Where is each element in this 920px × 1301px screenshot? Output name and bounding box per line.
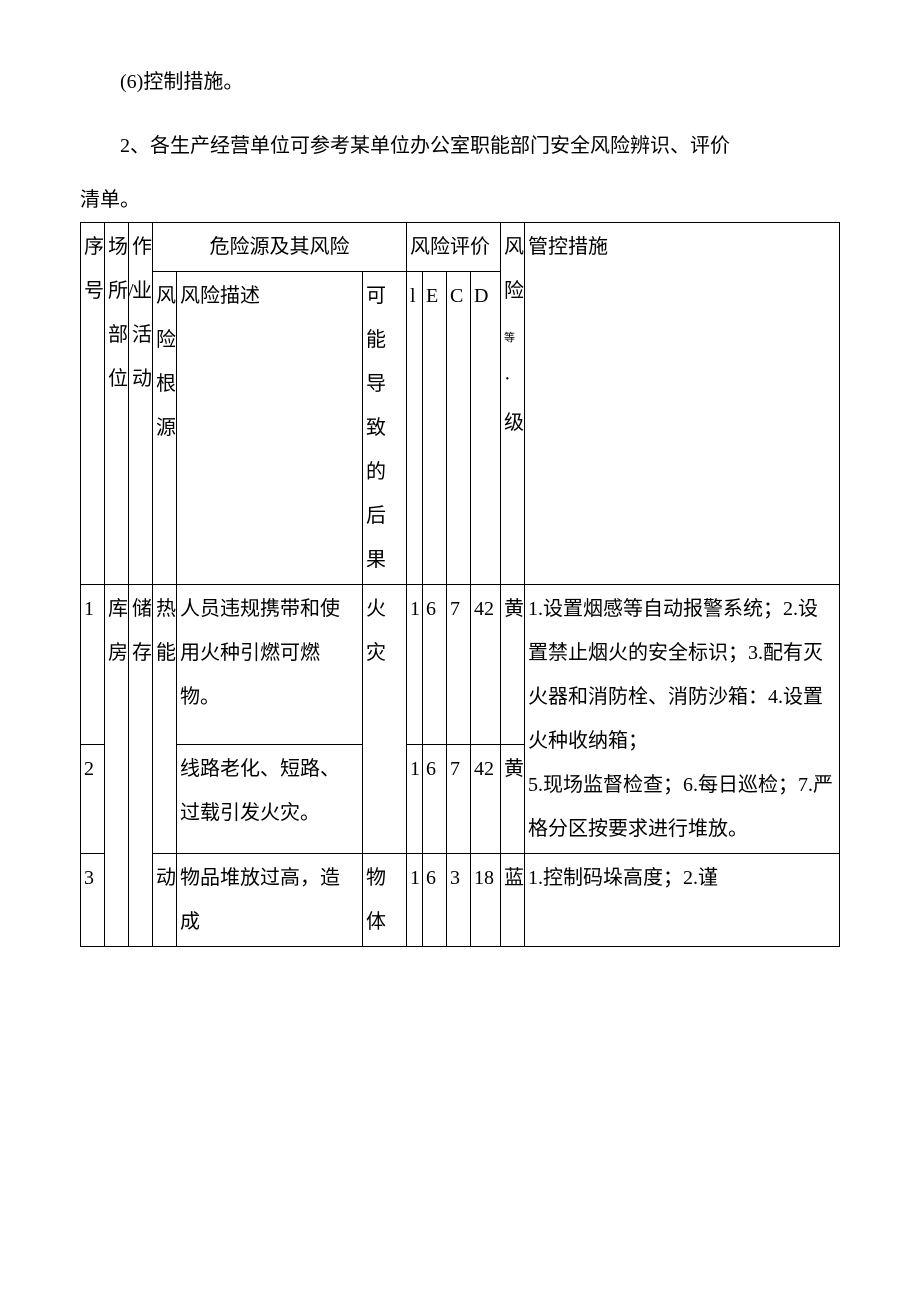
header-c: C xyxy=(447,272,471,585)
header-d: D xyxy=(471,272,501,585)
cell-src: 动 xyxy=(153,854,177,947)
cell-ctrl: 1.控制码垛高度；2.谨 xyxy=(525,854,840,947)
header-cons: 可能导致的后果 xyxy=(363,272,407,585)
cell-src: 热能 xyxy=(153,585,177,854)
cell-c: 7 xyxy=(447,585,471,745)
cell-act: 储存 xyxy=(129,585,153,947)
cell-ctrl: 1.设置烟感等自动报警系统；2.设置禁止烟火的安全标识；3.配有灭火器和消防栓、… xyxy=(525,585,840,854)
cell-c: 3 xyxy=(447,854,471,947)
cell-desc: 物品堆放过高，造成 xyxy=(177,854,363,947)
cell-desc: 线路老化、短路、过载引发火灾。 xyxy=(177,745,363,854)
cell-l: 1 xyxy=(407,745,423,854)
header-seq: 序号 xyxy=(81,223,105,585)
paragraph-reference-intro: 2、各生产经营单位可参考某单位办公室职能部门安全风险辨识、评价 xyxy=(80,124,840,168)
cell-cons: 火灾 xyxy=(363,585,407,854)
cell-d: 18 xyxy=(471,854,501,947)
cell-l: 1 xyxy=(407,585,423,745)
cell-lvl: 蓝 xyxy=(501,854,525,947)
cell-seq: 3 xyxy=(81,854,105,947)
cell-e: 6 xyxy=(423,854,447,947)
header-loc: 场所/部位 xyxy=(105,223,129,585)
cell-e: 6 xyxy=(423,585,447,745)
header-act: 作业活动 xyxy=(129,223,153,585)
header-lvl: 风险等级风险等·级 xyxy=(501,223,525,585)
cell-seq: 2 xyxy=(81,745,105,854)
table-row: 1 库房 储存 热能 人员违规携带和使用火种引燃可燃物。 火灾 1 6 7 42… xyxy=(81,585,840,745)
table-row: 3 动 物品堆放过高，造成 物体 1 6 3 18 蓝 1.控制码垛高度；2.谨 xyxy=(81,854,840,947)
header-hazard-group: 危险源及其风险 xyxy=(153,223,407,272)
header-desc: 风险描述 xyxy=(177,272,363,585)
cell-lvl: 黄 xyxy=(501,745,525,854)
cell-d: 42 xyxy=(471,745,501,854)
paragraph-control-measures: (6)控制措施。 xyxy=(80,60,840,104)
table-header-row-1: 序号 场所/部位 作业活动 危险源及其风险 风险评价 风险等级风险等·级 管控措… xyxy=(81,223,840,272)
header-src: 风险根源 xyxy=(153,272,177,585)
cell-seq: 1 xyxy=(81,585,105,745)
cell-loc: 库房 xyxy=(105,585,129,947)
header-eval-group: 风险评价 xyxy=(407,223,501,272)
header-e: E xyxy=(423,272,447,585)
cell-d: 42 xyxy=(471,585,501,745)
cell-cons: 物体 xyxy=(363,854,407,947)
header-ctrl: 管控措施 xyxy=(525,223,840,585)
cell-c: 7 xyxy=(447,745,471,854)
cell-e: 6 xyxy=(423,745,447,854)
paragraph-reference-end: 清单。 xyxy=(80,178,840,222)
header-l: l xyxy=(407,272,423,585)
cell-lvl: 黄 xyxy=(501,585,525,745)
cell-desc: 人员违规携带和使用火种引燃可燃物。 xyxy=(177,585,363,745)
cell-l: 1 xyxy=(407,854,423,947)
risk-assessment-table: 序号 场所/部位 作业活动 危险源及其风险 风险评价 风险等级风险等·级 管控措… xyxy=(80,222,840,947)
